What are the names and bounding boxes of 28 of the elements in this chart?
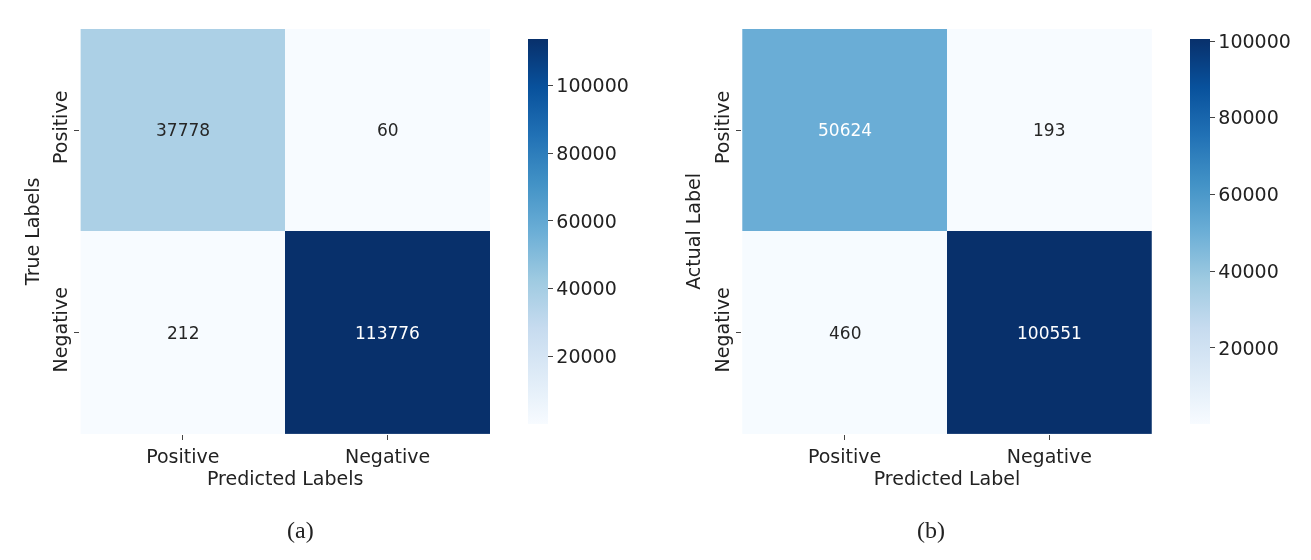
y-axis-title: True Labels xyxy=(20,177,43,287)
x-tick-label: Negative xyxy=(1006,444,1092,467)
x-tick-label: Positive xyxy=(146,444,220,467)
color-bar-label: 80000 xyxy=(556,141,617,164)
data-label: 60 xyxy=(377,120,399,140)
data-label: 212 xyxy=(167,323,200,343)
text: (a) xyxy=(287,517,314,543)
color-bar-label: 40000 xyxy=(556,277,617,300)
color-bar-label: 100000 xyxy=(1218,29,1291,52)
color-bar-label: 20000 xyxy=(1218,336,1279,359)
x-tick-label: Positive xyxy=(807,444,882,467)
data-label: 37778 xyxy=(156,120,211,140)
color-bar-label: 60000 xyxy=(556,209,617,232)
data-label: 193 xyxy=(1033,120,1066,140)
color-bar-label: 20000 xyxy=(556,345,617,368)
y-axis-title: Actual Label xyxy=(682,172,705,290)
x-axis-title: Predicted Label xyxy=(873,466,1021,489)
color-bar-label: 80000 xyxy=(1218,106,1279,129)
color-bar-label: 40000 xyxy=(1218,259,1279,282)
x-axis-title: Predicted Labels xyxy=(207,466,364,489)
x-tick-label: Negative xyxy=(344,444,431,467)
data-label: 460 xyxy=(829,323,862,343)
text: (b) xyxy=(917,517,945,543)
data-label: 113776 xyxy=(355,323,420,343)
color-bar-label: 60000 xyxy=(1218,183,1279,206)
data-label: 100551 xyxy=(1017,323,1082,343)
color-bar-label: 100000 xyxy=(556,74,629,97)
data-label: 50624 xyxy=(818,120,873,140)
